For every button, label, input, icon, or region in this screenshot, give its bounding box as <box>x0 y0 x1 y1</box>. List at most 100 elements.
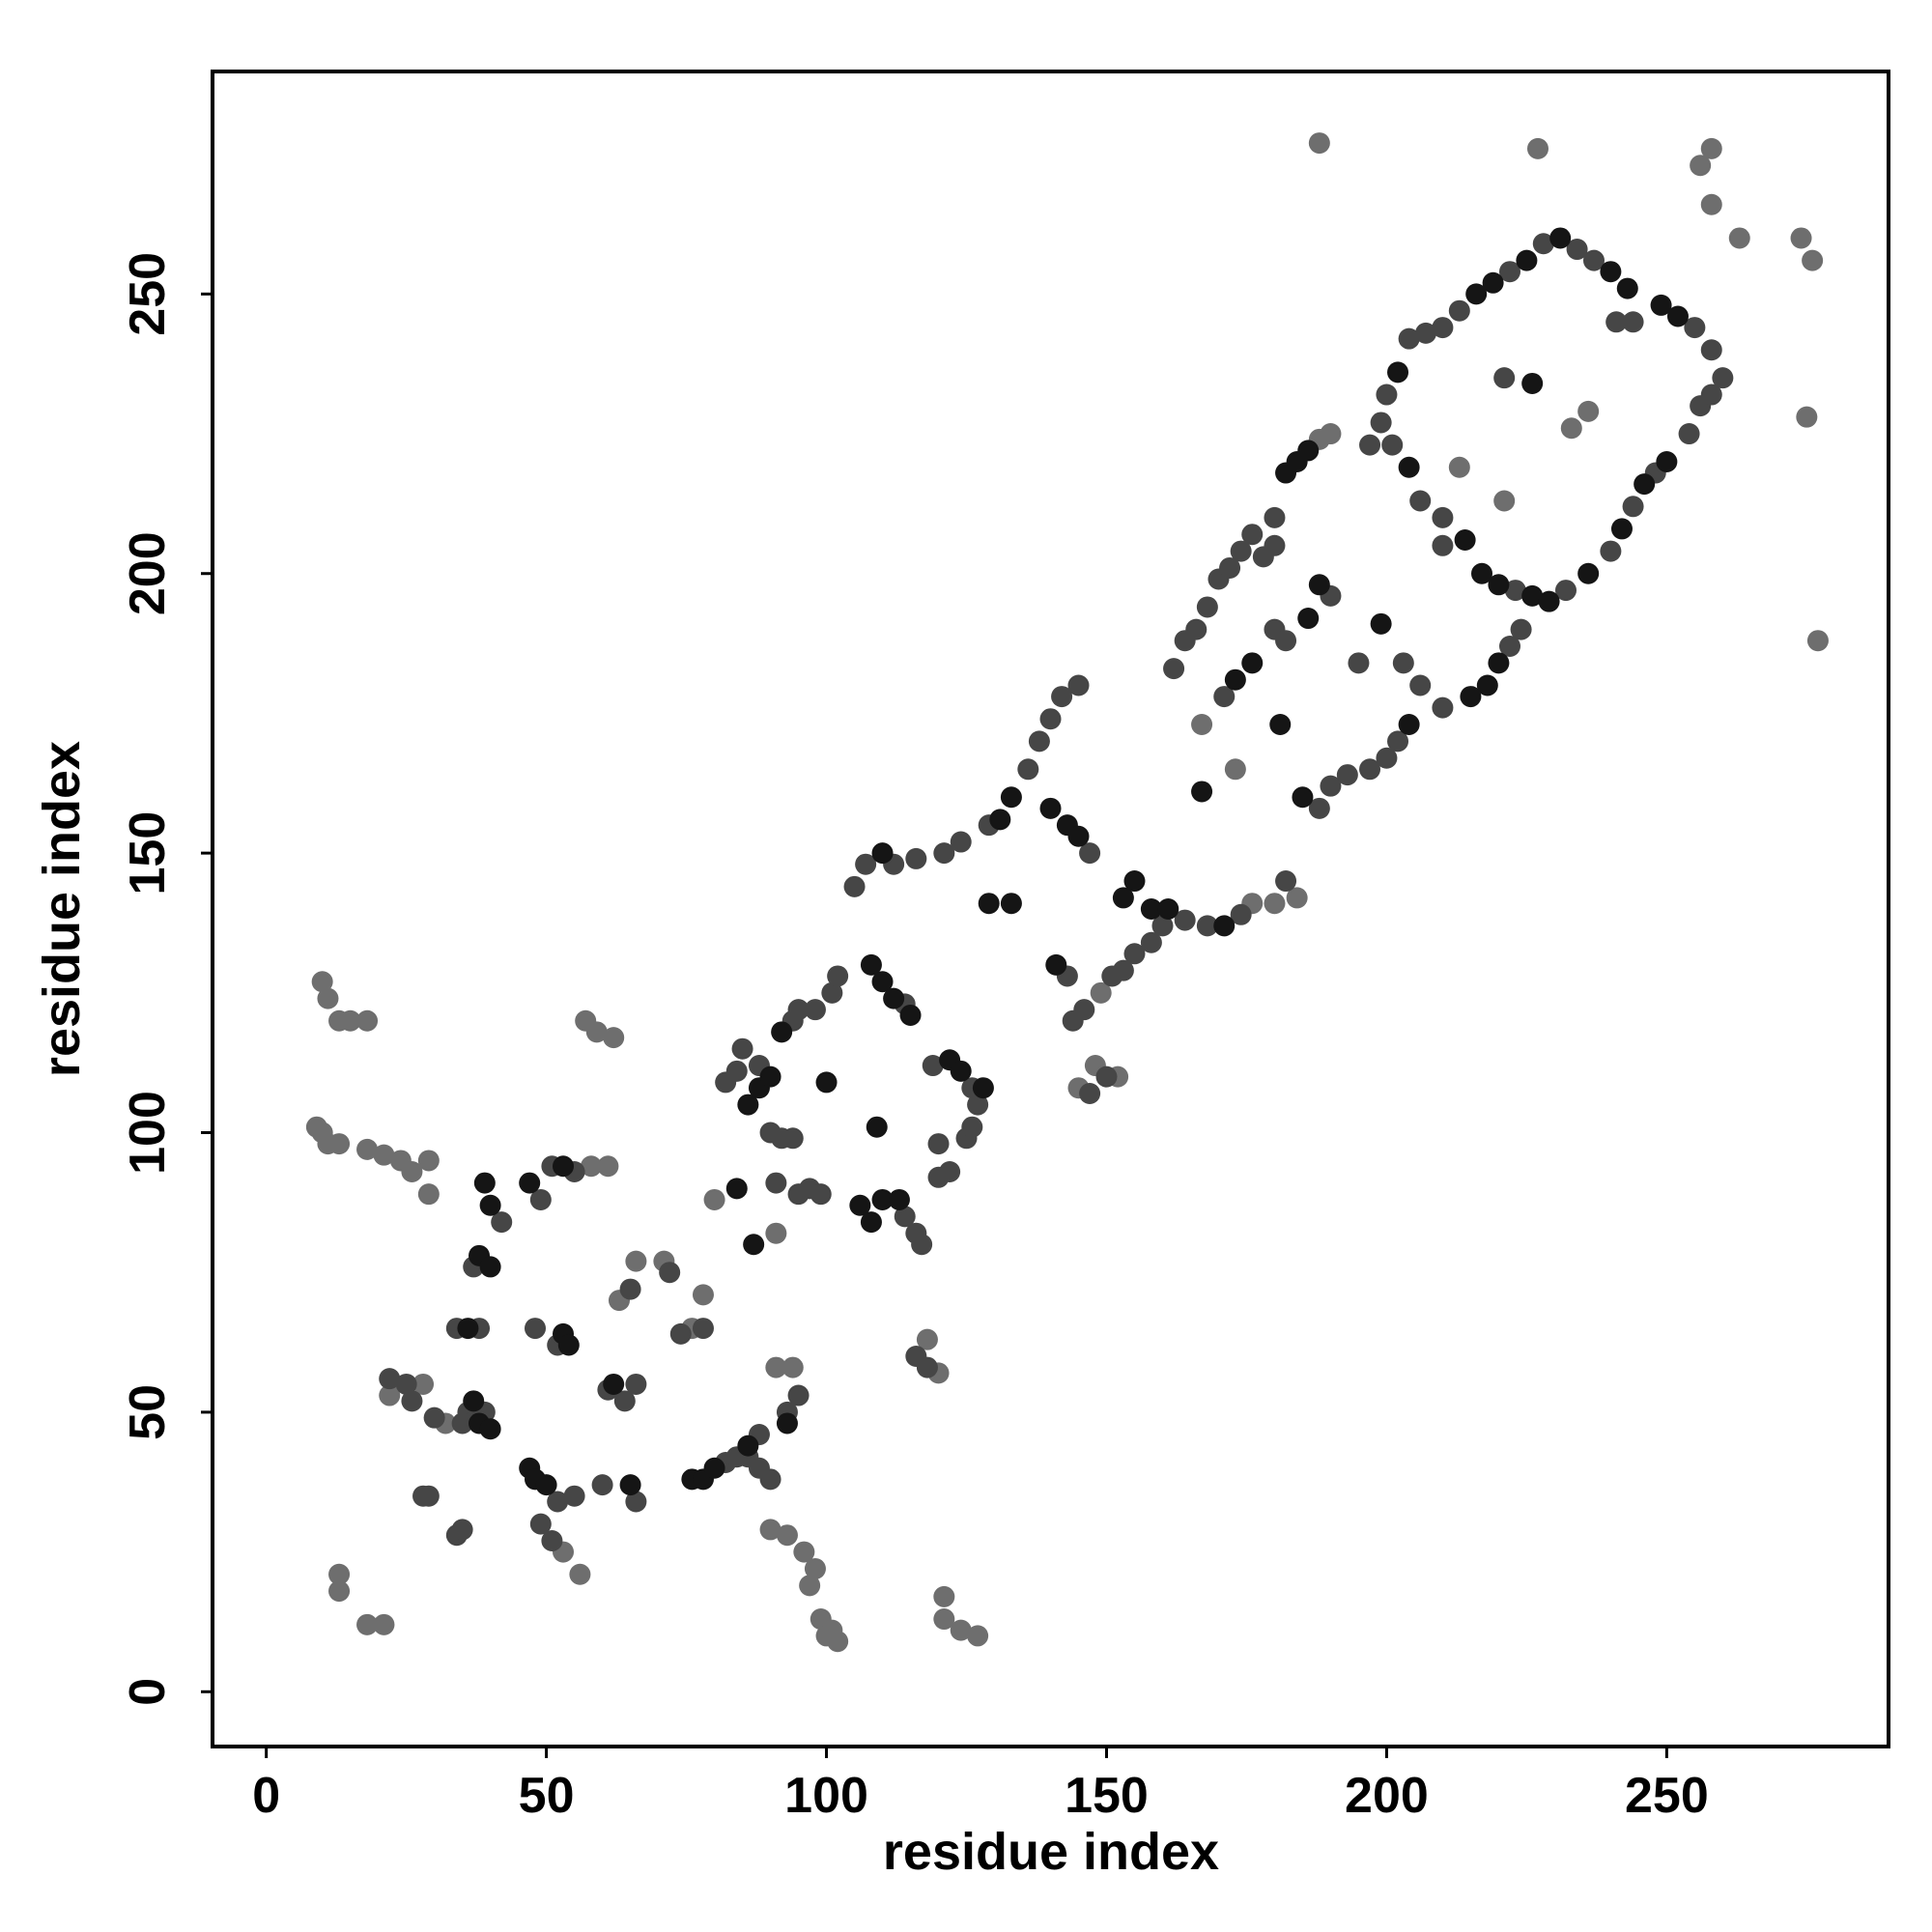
point <box>787 999 810 1021</box>
y-tick-label: 200 <box>120 531 176 615</box>
point <box>821 981 843 1004</box>
point <box>373 1613 395 1635</box>
point <box>905 1222 927 1244</box>
point <box>1634 473 1656 496</box>
point <box>815 1071 838 1094</box>
point <box>356 1613 379 1635</box>
point <box>603 1373 625 1395</box>
point <box>1600 261 1622 283</box>
point <box>1370 612 1392 635</box>
point <box>339 1009 361 1032</box>
point <box>417 1485 440 1507</box>
point <box>1493 490 1516 512</box>
point <box>423 1406 445 1429</box>
point <box>743 1234 765 1256</box>
point <box>1079 1082 1101 1104</box>
point <box>905 847 927 869</box>
point <box>1308 797 1330 819</box>
y-tick-label: 100 <box>120 1091 176 1175</box>
plot-frame <box>211 70 1890 1748</box>
point <box>1432 317 1454 339</box>
point <box>759 1468 781 1491</box>
point <box>916 1328 938 1350</box>
point <box>580 1155 602 1178</box>
point <box>1476 674 1498 696</box>
point <box>781 1127 804 1150</box>
point <box>1308 574 1330 596</box>
point <box>1095 1065 1118 1088</box>
point <box>810 1183 832 1206</box>
point <box>827 965 849 987</box>
point <box>737 1094 759 1116</box>
point <box>529 1513 552 1535</box>
point <box>373 1144 395 1166</box>
point <box>1370 412 1392 434</box>
point <box>491 1211 513 1234</box>
point <box>1796 406 1818 428</box>
point <box>1610 518 1633 540</box>
y-tick-label: 250 <box>120 252 176 336</box>
point <box>1039 708 1062 730</box>
point <box>519 1172 541 1194</box>
point <box>1286 887 1308 909</box>
point <box>451 1519 473 1541</box>
point <box>1079 842 1101 865</box>
point <box>725 1178 748 1200</box>
point <box>967 1094 989 1116</box>
point <box>1387 730 1409 753</box>
point <box>1336 764 1358 786</box>
point <box>933 842 955 865</box>
point <box>1123 870 1146 893</box>
x-tick-label: 250 <box>1625 1768 1709 1824</box>
point <box>659 1262 681 1284</box>
points <box>305 132 1829 1653</box>
point <box>759 1519 781 1541</box>
point <box>585 1021 608 1043</box>
point <box>417 1150 440 1172</box>
point <box>1409 490 1432 512</box>
point <box>1308 132 1330 155</box>
y-tick-label: 0 <box>120 1678 176 1706</box>
point <box>1622 496 1644 518</box>
point <box>1622 311 1644 333</box>
point <box>1460 686 1482 708</box>
point <box>479 1256 501 1278</box>
point <box>1398 327 1420 350</box>
point <box>939 1161 961 1183</box>
point <box>1538 590 1560 612</box>
point <box>894 1206 916 1228</box>
point <box>927 1133 950 1155</box>
point <box>1275 630 1297 652</box>
point <box>933 1608 955 1631</box>
point <box>703 1188 725 1210</box>
point <box>417 1183 440 1206</box>
point <box>804 1557 826 1579</box>
point <box>1381 434 1404 456</box>
point <box>972 1077 994 1099</box>
point <box>412 1373 435 1395</box>
point <box>737 1435 759 1457</box>
point <box>379 1368 401 1390</box>
point <box>1112 959 1134 981</box>
point <box>1112 887 1134 909</box>
point <box>1292 786 1314 809</box>
point <box>557 1334 580 1356</box>
point <box>843 875 866 897</box>
point <box>479 1194 501 1216</box>
point <box>1275 870 1297 893</box>
point <box>1398 456 1420 478</box>
point <box>804 999 826 1021</box>
point <box>1465 283 1488 305</box>
point <box>1067 825 1090 847</box>
point <box>1140 931 1162 953</box>
point <box>1650 294 1672 316</box>
point <box>1454 529 1476 552</box>
point <box>1499 635 1521 657</box>
point <box>625 1373 647 1395</box>
point <box>1521 372 1544 394</box>
x-tick-label: 0 <box>252 1768 280 1824</box>
point <box>311 971 333 993</box>
point <box>463 1390 485 1412</box>
x-axis-label: residue index <box>883 1823 1219 1881</box>
point <box>1554 580 1577 602</box>
